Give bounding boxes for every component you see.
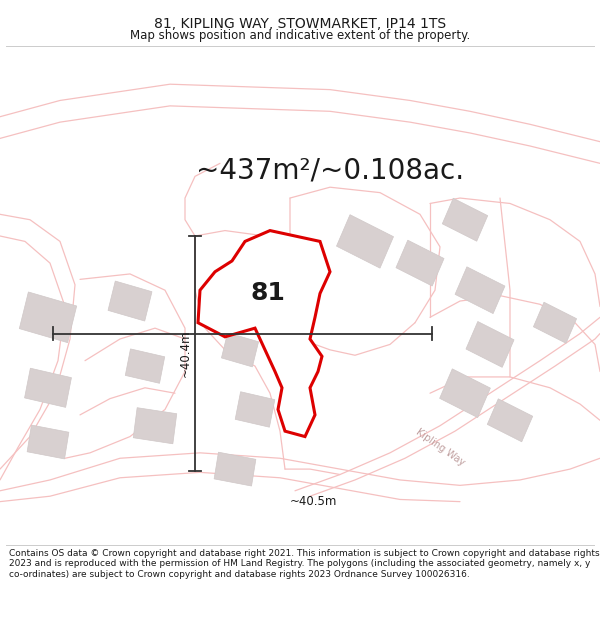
Text: ~40.4m: ~40.4m bbox=[179, 329, 191, 377]
Text: ~40.5m: ~40.5m bbox=[289, 495, 337, 508]
Polygon shape bbox=[198, 231, 330, 437]
Polygon shape bbox=[221, 332, 259, 367]
Polygon shape bbox=[466, 321, 514, 368]
Polygon shape bbox=[533, 302, 577, 343]
Polygon shape bbox=[487, 399, 533, 442]
Polygon shape bbox=[214, 452, 256, 486]
Polygon shape bbox=[396, 240, 444, 286]
Text: 81: 81 bbox=[251, 281, 286, 306]
Polygon shape bbox=[442, 198, 488, 241]
Polygon shape bbox=[455, 267, 505, 314]
Text: ~437m²/~0.108ac.: ~437m²/~0.108ac. bbox=[196, 157, 464, 185]
Polygon shape bbox=[25, 368, 71, 408]
Text: Map shows position and indicative extent of the property.: Map shows position and indicative extent… bbox=[130, 29, 470, 42]
Polygon shape bbox=[19, 292, 77, 342]
Polygon shape bbox=[235, 392, 275, 428]
Polygon shape bbox=[125, 349, 165, 383]
Polygon shape bbox=[440, 369, 490, 418]
Polygon shape bbox=[108, 281, 152, 321]
Polygon shape bbox=[337, 215, 394, 268]
Text: Contains OS data © Crown copyright and database right 2021. This information is : Contains OS data © Crown copyright and d… bbox=[9, 549, 599, 579]
Text: 81, KIPLING WAY, STOWMARKET, IP14 1TS: 81, KIPLING WAY, STOWMARKET, IP14 1TS bbox=[154, 18, 446, 31]
Polygon shape bbox=[133, 408, 177, 444]
Polygon shape bbox=[27, 425, 69, 459]
Text: Kipling Way: Kipling Way bbox=[414, 427, 466, 468]
